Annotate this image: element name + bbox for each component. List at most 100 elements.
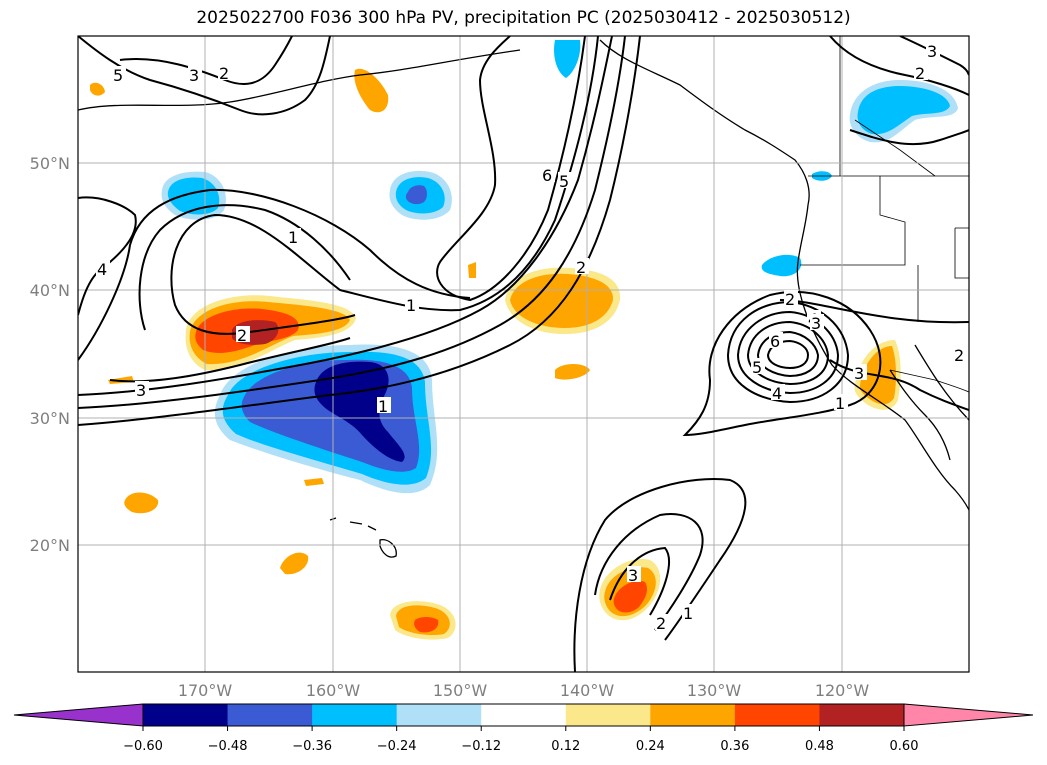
coast-alaska-panhandle	[599, 39, 810, 206]
coastlines	[78, 39, 969, 558]
pv-contour	[138, 204, 351, 331]
colorbar-extend-low	[13, 703, 144, 727]
contour-label: 3	[811, 314, 821, 333]
pv-contour	[78, 196, 137, 316]
lat-tick-label: 50°N	[30, 154, 70, 173]
pos-anomaly-small4	[354, 68, 389, 113]
contour-labels: 5 3 2 1 4 1 2 3 1 6 5 2 4 2	[96, 42, 967, 633]
neg-anomaly-top	[554, 40, 581, 78]
contour-label: 3	[189, 66, 199, 85]
contour-label: 1	[406, 296, 416, 315]
contour-label: 1	[378, 397, 388, 416]
pv-contour	[436, 36, 586, 302]
map-title: 2025022700 F036 300 hPa PV, precipitatio…	[196, 8, 851, 28]
pv-contour	[78, 36, 613, 396]
lat-tick-labels: 50°N 40°N 30°N 20°N	[30, 154, 70, 555]
lat-tick-label: 20°N	[30, 536, 70, 555]
colorbar-segment	[734, 704, 820, 726]
pv-contour	[736, 310, 840, 395]
pos-anomaly-small3	[555, 364, 590, 380]
colorbar-tick-label: −0.36	[292, 739, 332, 754]
coast-alaska-south	[78, 49, 521, 111]
lon-tick-label: 150°W	[433, 681, 488, 700]
pv-contour	[573, 478, 747, 672]
pv-contour	[78, 188, 471, 361]
contour-label: 6	[770, 332, 780, 351]
pos-anomaly-small6	[304, 478, 324, 486]
contour-label: 1	[683, 604, 693, 623]
contour-label: 3	[628, 566, 638, 585]
pos-anomaly-se-red	[613, 580, 648, 613]
colorbar-outline	[142, 703, 905, 727]
contour-label: 3	[927, 42, 937, 61]
pos-anomaly-small2	[280, 552, 309, 575]
pv-contour	[609, 546, 670, 616]
contour-label: 3	[136, 381, 146, 400]
colorbar-segment	[481, 704, 567, 726]
contour-label: 5	[559, 172, 569, 191]
contour-label: 2	[954, 346, 964, 365]
contour-label: 5	[113, 66, 123, 85]
contour-label: 4	[97, 260, 107, 279]
political-boundaries	[800, 36, 969, 393]
pos-anomaly-small1	[124, 492, 159, 514]
colorbar-segment	[819, 704, 905, 726]
colorbar-tick-label: 0.36	[720, 739, 749, 754]
contour-label: 5	[752, 358, 762, 377]
coast-north-america-west	[796, 204, 969, 511]
contour-label: 2	[219, 64, 229, 83]
pv-contour	[899, 36, 969, 76]
contour-label: 4	[772, 384, 782, 403]
coast-gulf-california	[914, 344, 969, 421]
contour-label: 2	[785, 290, 795, 309]
neg-anomaly-ne-inner	[857, 86, 950, 135]
pv-contour	[594, 513, 704, 631]
lon-tick-label: 170°W	[178, 681, 233, 700]
colorbar-tick-label: −0.48	[208, 739, 248, 754]
pv-contour	[170, 36, 599, 335]
pv-contour	[682, 290, 882, 437]
colorbar-tick-label: −0.24	[377, 739, 417, 754]
hawaii-islands	[329, 517, 397, 558]
lon-tick-label: 120°W	[815, 681, 870, 700]
pv-contour	[109, 337, 351, 383]
pv-contour	[78, 36, 626, 409]
colorbar-segment	[396, 704, 482, 726]
neg-anomaly-coast	[761, 254, 802, 277]
colorbar-tick-label: 0.60	[890, 739, 919, 754]
pos-anomaly-bottom-red	[414, 617, 439, 633]
border-states-1	[800, 176, 906, 266]
colorbar-tick-label: 0.48	[805, 739, 834, 754]
colorbar-tick-label: 0.12	[551, 739, 580, 754]
colorbar-segment	[650, 704, 736, 726]
border-states-3	[954, 227, 969, 279]
pv-contour	[849, 129, 969, 146]
map-plot-area: 5 3 2 1 4 1 2 3 1 6 5 2 4 2	[78, 36, 969, 672]
map-frame	[77, 35, 970, 673]
contour-label: 1	[288, 228, 298, 247]
colorbar-tick-label: −0.60	[123, 739, 163, 754]
border-canada-prov	[839, 36, 936, 177]
colorbar: −0.60 −0.48 −0.36 −0.24 −0.12 0.12 0.24 0.36 0.4…	[13, 703, 1034, 754]
pos-anomaly-small7	[90, 82, 105, 96]
lat-tick-label: 40°N	[30, 281, 70, 300]
contour-label: 1	[835, 394, 845, 413]
gridlines	[78, 36, 969, 672]
border-us-mexico	[889, 369, 969, 393]
contour-label: 6	[542, 166, 552, 185]
pv-contour	[78, 36, 641, 426]
precip-anomaly-shading	[90, 40, 958, 640]
contour-label: 2	[576, 258, 586, 277]
lon-tick-label: 140°W	[560, 681, 615, 700]
colorbar-segment	[227, 704, 313, 726]
colorbar-segment	[143, 704, 229, 726]
lon-tick-label: 130°W	[687, 681, 742, 700]
pv-contour	[726, 300, 850, 404]
contour-label: 2	[915, 64, 925, 83]
contour-label: 3	[854, 364, 864, 383]
colorbar-extend-high	[903, 703, 1034, 727]
colorbar-segment	[565, 704, 651, 726]
lon-tick-labels: 170°W 160°W 150°W 140°W 130°W 120°W	[178, 681, 870, 700]
contour-label: 2	[656, 614, 666, 633]
